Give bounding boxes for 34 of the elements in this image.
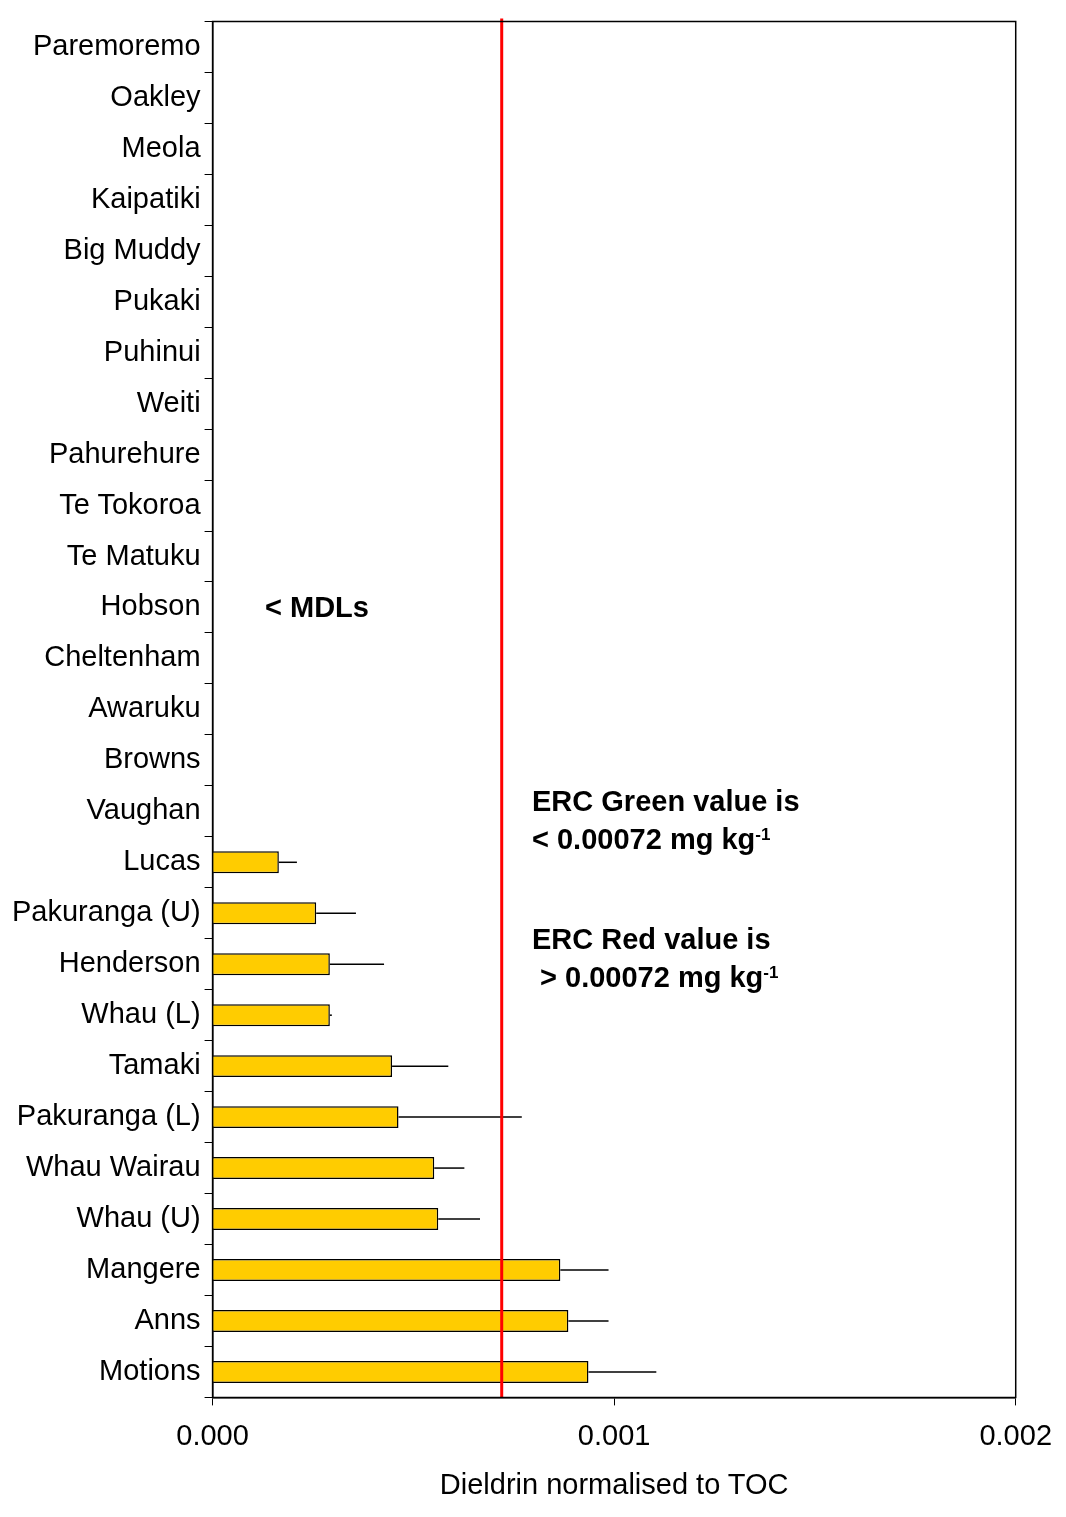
y-tick-label: Anns — [134, 1302, 201, 1335]
y-tick-label: Te Matuku — [66, 538, 201, 571]
y-tick-label: Whau Wairau — [25, 1150, 201, 1183]
y-tick-label: Lucas — [123, 844, 201, 877]
x-tick-label: 0.000 — [176, 1418, 249, 1451]
y-tick-label: Paremoremo — [32, 28, 201, 61]
y-tick-label: Te Tokoroa — [59, 487, 202, 520]
x-tick-label: 0.001 — [577, 1418, 651, 1451]
y-tick-label: Cheltenham — [44, 640, 201, 673]
y-tick-label: Motions — [99, 1353, 201, 1386]
y-tick-label: Pukaki — [113, 283, 201, 316]
y-tick-label: Kaipatiki — [90, 181, 201, 214]
y-tick-label: Awaruku — [88, 691, 201, 724]
y-tick-label: Mangere — [86, 1251, 201, 1284]
y-tick-label: Henderson — [58, 946, 201, 979]
annotation: ERC Green value is < 0.00072 mg kg$^{-1}$ — [532, 784, 800, 857]
y-tick-label: Pahurehure — [49, 436, 201, 469]
y-tick-label: Pakuranga (L) — [16, 1099, 201, 1132]
y-tick-label: Hobson — [100, 589, 201, 622]
y-tick-label: Weiti — [136, 385, 201, 418]
y-tick-label: Oakley — [110, 79, 202, 112]
y-tick-label: Pakuranga (U) — [11, 895, 201, 928]
annotation: ERC Red value is > 0.00072 mg kg$^{-1}$ — [532, 922, 779, 995]
annotation: < MDLs — [265, 590, 369, 625]
y-tick-label: Big Muddy — [63, 232, 202, 265]
y-tick-label: Tamaki — [108, 1048, 201, 1081]
y-tick-label: Puhinui — [103, 334, 201, 367]
y-tick-label: Vaughan — [86, 793, 201, 826]
y-tick-label: Meola — [121, 130, 202, 163]
x-tick-label: 0.002 — [979, 1418, 1052, 1451]
y-tick-label: Whau (U) — [76, 1201, 201, 1234]
y-tick-label: Whau (L) — [81, 997, 201, 1030]
x-axis-title: Dieldrin normalised to TOC — [439, 1467, 789, 1500]
y-tick-label: Browns — [103, 742, 201, 775]
